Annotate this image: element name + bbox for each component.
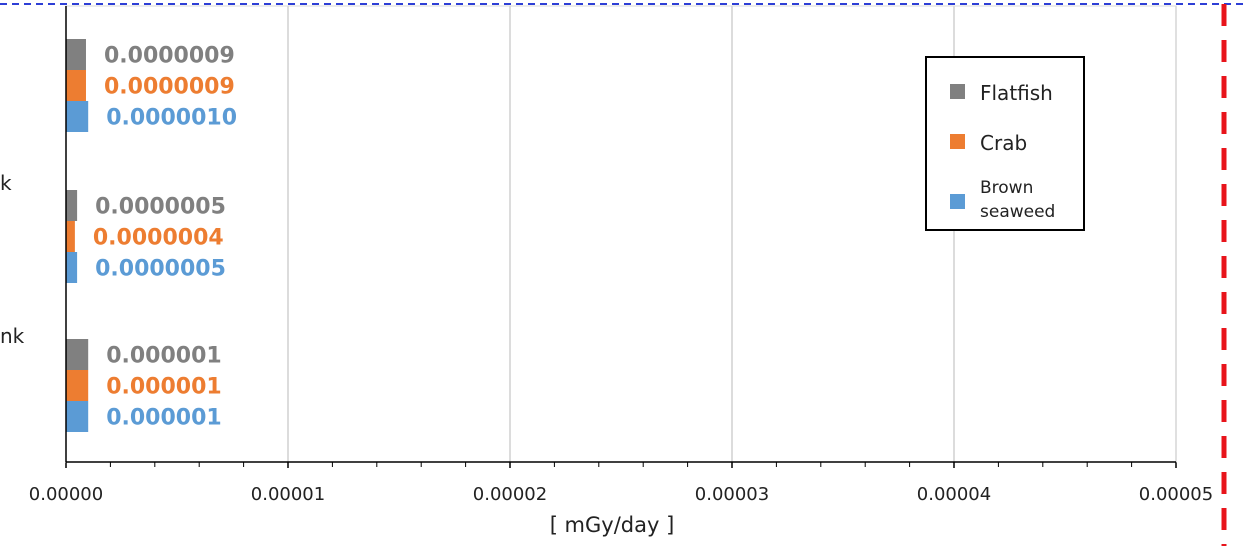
bar [66, 39, 86, 70]
category-label: nk [0, 324, 25, 348]
data-label: 0.0000009 [104, 44, 235, 69]
legend-label-brown-seaweed: Brown seaweed [980, 178, 1055, 222]
x-tick-label: 0.00000 [29, 484, 103, 505]
x-tick-labels: 0.00000 0.00001 0.00002 0.00003 0.00004 0.000… [29, 484, 1213, 505]
data-label: 0.0000010 [106, 106, 237, 131]
legend-swatch-brown-seaweed [950, 194, 965, 209]
bar [66, 370, 89, 401]
bar [66, 70, 86, 101]
bar [66, 401, 89, 432]
legend-label-flatfish: Flatfish [980, 81, 1053, 105]
bar [66, 221, 75, 252]
x-tick-label: 0.00005 [1139, 484, 1213, 505]
data-label: 0.0000009 [104, 75, 235, 100]
x-tick-label: 0.00003 [695, 484, 769, 505]
data-labels: 0.0000009 0.0000005 0.000001 0.0000009 0.000… [93, 44, 237, 431]
bar [66, 101, 89, 132]
data-label: 0.000001 [106, 406, 222, 431]
legend-swatch-flatfish [950, 84, 965, 99]
x-tick-label: 0.00002 [473, 484, 547, 505]
bar [66, 190, 78, 221]
category-labels: k nk [0, 171, 25, 348]
x-tick-label: 0.00004 [917, 484, 991, 505]
legend-swatch-crab [950, 134, 965, 149]
data-label: 0.000001 [106, 375, 222, 400]
data-label: 0.0000004 [93, 226, 224, 251]
bar [66, 252, 78, 283]
legend: Flatfish Crab Brown seaweed [925, 56, 1085, 231]
minor-ticks [65, 462, 1177, 468]
bar [66, 339, 89, 370]
data-label: 0.0000005 [95, 257, 226, 282]
data-label: 0.0000005 [95, 195, 226, 220]
x-axis-title: [ mGy/day ] [550, 513, 675, 537]
bars [66, 39, 89, 432]
data-label: 0.000001 [106, 344, 222, 369]
x-tick-label: 0.00001 [251, 484, 325, 505]
legend-label-crab: Crab [980, 131, 1027, 155]
category-label: k [0, 171, 12, 195]
